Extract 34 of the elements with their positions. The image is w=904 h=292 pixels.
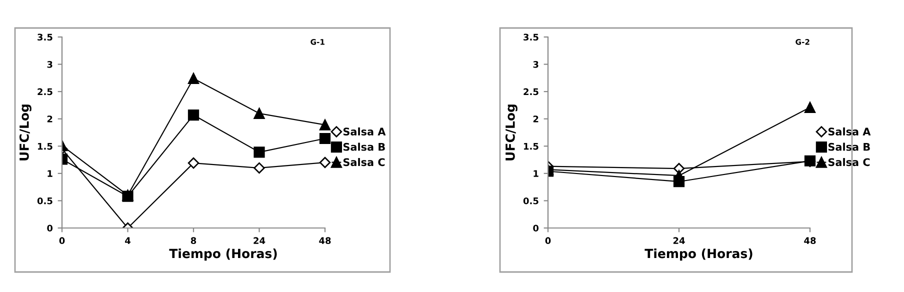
legend-label: Salsa C (828, 158, 870, 166)
x-tick-label: 0 (545, 237, 551, 244)
y-tick-label: 2.5 (524, 88, 538, 96)
x-tick-label: 24 (254, 237, 266, 244)
y-tick-label: 1 (48, 170, 52, 177)
x-axis-title: Tiempo (Horas) (644, 248, 752, 261)
y-tick-label: 1 (534, 170, 538, 177)
legend-label: Salsa C (343, 158, 385, 166)
y-tick-label: 3 (533, 61, 538, 68)
legend-label: Salsa B (343, 142, 385, 151)
x-tick-label: 0 (59, 237, 65, 244)
x-tick-label: 48 (319, 237, 331, 244)
legend-label: Salsa A (343, 127, 386, 136)
y-tick-label: 2 (47, 116, 52, 122)
y-tick-label: 3.5 (524, 34, 538, 41)
x-tick-label: 8 (190, 237, 196, 244)
y-axis-title: UFC/Log (505, 104, 518, 160)
y-tick-label: 0.5 (523, 197, 538, 204)
x-tick-label: 24 (673, 237, 685, 244)
legend-label: Salsa A (828, 127, 871, 136)
y-tick-label: 2.5 (38, 88, 52, 96)
y-axis-title: UFC/Log (19, 104, 32, 160)
y-tick-label: 3 (47, 61, 52, 68)
x-tick-label: 48 (804, 237, 816, 244)
x-axis-title: Tiempo (Horas) (169, 248, 277, 261)
y-tick-label: 2 (533, 116, 538, 122)
y-tick-label: 0 (47, 224, 53, 232)
y-tick-label: 0.5 (37, 197, 52, 204)
x-tick-label: 4 (125, 237, 130, 244)
legend-label: Salsa B (828, 142, 870, 151)
y-tick-label: 0 (533, 224, 539, 232)
y-tick-label: 1.5 (38, 142, 52, 150)
y-tick-label: 1.5 (524, 142, 538, 150)
y-tick-label: 3.5 (38, 34, 52, 41)
